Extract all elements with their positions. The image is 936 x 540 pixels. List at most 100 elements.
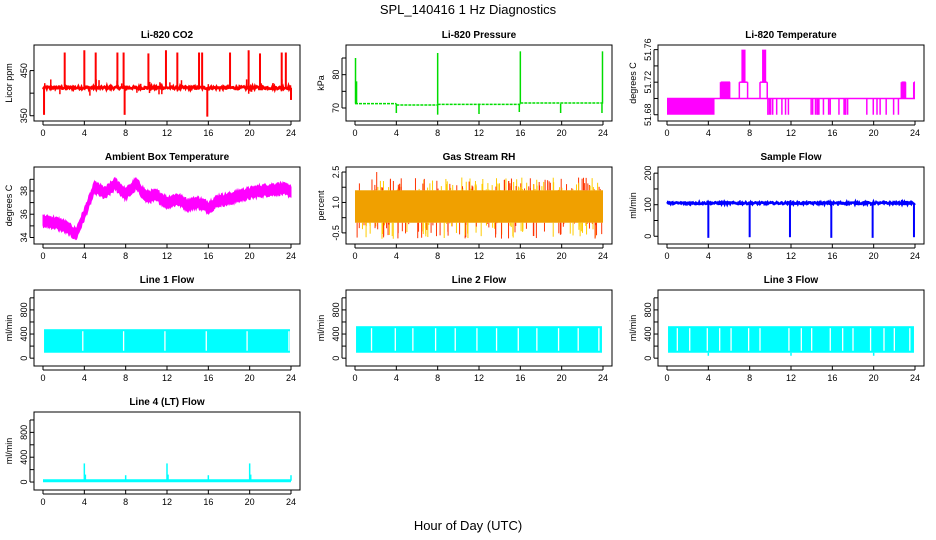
x-tick-label: 20 (869, 128, 879, 138)
x-tick-label: 4 (394, 251, 399, 261)
x-tick-label: 16 (515, 251, 525, 261)
x-tick-label: 4 (394, 128, 399, 138)
x-tick-label: 8 (435, 128, 440, 138)
data-series (354, 51, 604, 115)
x-tick-label: 24 (598, 251, 608, 261)
panel-li-820-pressure: Li-820 Pressure 0 4 8 12 16 20 24 70 80 kPa (316, 30, 613, 138)
x-tick-label: 12 (474, 128, 484, 138)
y-tick-label: 70 (331, 103, 341, 113)
x-tick-label: 20 (557, 128, 567, 138)
y-tick-label: 51.68 (643, 103, 653, 126)
x-tick-label: 12 (786, 251, 796, 261)
data-series (43, 463, 292, 483)
data-series (356, 326, 602, 353)
y-tick-label: 400 (19, 327, 29, 342)
x-tick-label: 16 (203, 497, 213, 507)
panel-sample-flow: Sample Flow 0 4 8 12 16 20 24 0 100 200 ml/min (628, 152, 925, 261)
y-tick-label: 400 (643, 327, 653, 342)
panel-title: Li-820 CO2 (141, 30, 194, 41)
x-tick-label: 12 (162, 251, 172, 261)
panel-title: Gas Stream RH (443, 152, 516, 163)
x-tick-label: 20 (245, 373, 255, 383)
x-tick-label: 4 (706, 128, 711, 138)
plot-frame (657, 166, 925, 245)
panel-ambient-box-temperature: Ambient Box Temperature 0 4 8 12 16 20 24 34 36 38… (4, 152, 301, 261)
y-tick-label: 0 (643, 356, 653, 361)
y-axis-label: ml/min (316, 315, 326, 342)
x-tick-label: 4 (706, 373, 711, 383)
x-tick-label: 0 (664, 373, 669, 383)
panel-title: Line 3 Flow (764, 275, 819, 286)
y-axis-label: kPa (316, 75, 326, 91)
y-axis-label: ml/min (628, 315, 638, 342)
flow-band (356, 326, 602, 353)
x-tick-label: 12 (162, 128, 172, 138)
y-tick-label: 800 (19, 302, 29, 317)
x-tick-label: 16 (203, 128, 213, 138)
y-tick-label: -0.5 (331, 225, 341, 241)
x-tick-label: 12 (474, 251, 484, 261)
panel-li-820-temperature: Li-820 Temperature 0 4 8 12 16 20 24 51.68 51.72 5… (628, 30, 925, 138)
x-tick-label: 24 (910, 128, 920, 138)
y-tick-label: 200 (643, 166, 653, 181)
flow-band (44, 329, 290, 353)
x-tick-label: 8 (747, 251, 752, 261)
x-tick-label: 20 (869, 373, 879, 383)
y-axis-label: ml/min (4, 315, 14, 342)
x-tick-label: 4 (82, 128, 87, 138)
panel-gas-stream-rh: Gas Stream RH 0 4 8 12 16 20 24 -0.5 1.0 2.5 percen… (316, 152, 613, 261)
x-tick-label: 20 (245, 128, 255, 138)
high-block (741, 49, 746, 83)
x-tick-label: 12 (162, 373, 172, 383)
x-tick-label: 0 (40, 373, 45, 383)
panel-title: Li-820 Temperature (745, 30, 837, 41)
panel-line-3-flow: Line 3 Flow 0 4 8 12 16 20 24 0 400 800 ml/min (628, 275, 925, 383)
high-block (762, 49, 767, 83)
y-tick-label: 1.0 (331, 196, 341, 209)
data-series (668, 326, 914, 356)
y-axis-label: degrees C (628, 62, 638, 104)
y-tick-label: 800 (643, 302, 653, 317)
y-tick-label: 2.5 (331, 166, 341, 179)
x-tick-label: 24 (598, 128, 608, 138)
y-tick-label: 36 (19, 209, 29, 219)
y-axis-label: degrees C (4, 184, 14, 226)
y-tick-label: 400 (331, 327, 341, 342)
y-tick-label: 0 (19, 356, 29, 361)
y-tick-label: 51.72 (643, 71, 653, 94)
panel-title: Li-820 Pressure (442, 30, 517, 41)
y-axis-label: Licor ppm (4, 63, 14, 103)
y-axis-label: ml/min (628, 192, 638, 219)
data-series (41, 50, 292, 117)
x-tick-label: 16 (515, 373, 525, 383)
x-tick-label: 16 (203, 373, 213, 383)
flicker-block (667, 98, 715, 115)
x-tick-label: 24 (286, 373, 296, 383)
data-series (44, 329, 290, 353)
x-tick-label: 0 (664, 251, 669, 261)
y-tick-label: 38 (19, 186, 29, 196)
x-tick-label: 24 (286, 128, 296, 138)
panel-line-1-flow: Line 1 Flow 0 4 8 12 16 20 24 0 400 800 ml/min (4, 275, 301, 383)
x-tick-label: 8 (747, 128, 752, 138)
panel-title: Line 4 (LT) Flow (129, 397, 205, 408)
x-tick-label: 4 (394, 373, 399, 383)
y-axis-label: percent (316, 190, 326, 221)
panel-li-820-co2: Li-820 CO2 0 4 8 12 16 20 24 350 450 Licor ppm (4, 30, 301, 138)
x-tick-label: 20 (557, 251, 567, 261)
x-tick-label: 4 (706, 251, 711, 261)
x-tick-label: 8 (123, 373, 128, 383)
x-tick-label: 24 (598, 373, 608, 383)
figure-title: SPL_140416 1 Hz Diagnostics (379, 2, 557, 17)
x-tick-label: 24 (910, 251, 920, 261)
x-tick-label: 12 (162, 497, 172, 507)
x-tick-label: 0 (352, 128, 357, 138)
panel-title: Line 2 Flow (452, 275, 507, 286)
x-tick-label: 8 (747, 373, 752, 383)
y-tick-label: 800 (19, 425, 29, 440)
x-tick-label: 8 (435, 373, 440, 383)
x-tick-label: 20 (245, 251, 255, 261)
y-tick-label: 800 (331, 302, 341, 317)
x-tick-label: 0 (664, 128, 669, 138)
